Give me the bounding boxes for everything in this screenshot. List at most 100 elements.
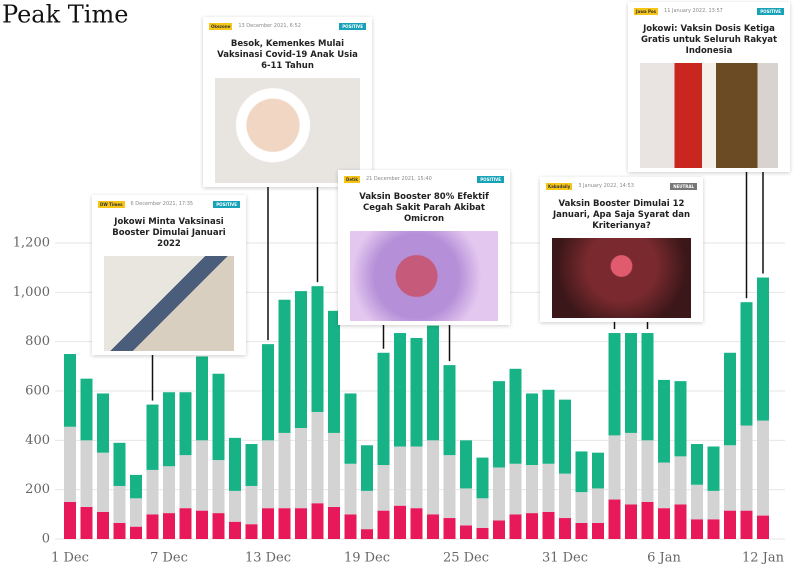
bar-segment — [361, 490, 373, 530]
bar-segment — [707, 490, 720, 520]
x-tick-label: 1 Dec — [51, 551, 89, 566]
bar-segment — [608, 435, 621, 500]
bar-segment — [328, 506, 340, 539]
bar-segment — [295, 508, 307, 539]
bar-segment — [146, 404, 159, 470]
headline: Besok, Kemenkes Mulai Vaksinasi Covid-19… — [217, 39, 358, 72]
bar-segment — [394, 446, 406, 506]
bar-segment — [559, 399, 571, 474]
bar-segment — [163, 392, 175, 467]
x-tick-label: 25 Dec — [443, 551, 489, 566]
bar-segment — [394, 505, 406, 539]
bar-segment — [707, 446, 720, 491]
bar-segment — [575, 492, 588, 523]
bar-segment — [493, 520, 505, 539]
bar-segment — [526, 465, 538, 514]
bar-segment — [641, 502, 654, 539]
bar-segment — [542, 389, 555, 464]
source-tag: Okezone — [209, 22, 233, 30]
source-tag: Kabadaily — [546, 182, 573, 190]
bar-segment — [625, 432, 637, 505]
news-card[interactable]: Jawa Pos 11 January 2022, 13:57 POSITIVE Jo… — [628, 2, 790, 173]
card-header: Okezone 13 December 2021, 6:52 POSITIVE — [209, 21, 366, 31]
bar-segment — [575, 522, 588, 539]
bar-segment — [163, 466, 175, 514]
x-tick-label: 12 Jan — [742, 551, 785, 566]
y-tick-label: 800 — [25, 334, 50, 349]
bar-segment — [757, 420, 769, 516]
bar-segment — [80, 506, 93, 539]
bar-segment — [641, 440, 654, 502]
bar-segment — [328, 310, 340, 433]
bar-segment — [740, 510, 753, 539]
card-header: Kabadaily 3 January 2022, 14:53 NEUTRAL — [546, 181, 697, 191]
bar-segment — [674, 456, 687, 505]
bar-segment — [460, 525, 472, 539]
bar-segment — [410, 337, 423, 447]
bar-segment — [179, 392, 192, 456]
date: 21 December 2021, 15:40 — [365, 176, 432, 182]
bar-segment — [559, 518, 571, 539]
bar-segment — [113, 522, 126, 539]
bar-segment — [179, 455, 192, 509]
bar-segment — [427, 440, 439, 515]
bar-segment — [740, 302, 753, 426]
bar-segment — [278, 299, 291, 433]
bar-segment — [196, 440, 208, 511]
bar-segment — [212, 373, 225, 461]
news-card[interactable]: Kabadaily 3 January 2022, 14:53 NEUTRAL Vak… — [540, 177, 703, 323]
bar-segment — [592, 488, 604, 523]
bar-segment — [80, 378, 93, 441]
bar-segment — [625, 333, 637, 433]
bar-segment — [361, 445, 373, 491]
bar-segment — [245, 524, 258, 539]
x-tick-label: 7 Dec — [150, 551, 188, 566]
bar-segment — [97, 393, 109, 453]
bar-segment — [658, 379, 670, 463]
date: 3 January 2022, 14:53 — [578, 183, 634, 189]
source-tag: DW Times — [98, 200, 125, 208]
bar-segment — [130, 526, 142, 539]
bar-segment — [113, 485, 126, 523]
bar-segment — [724, 510, 736, 539]
news-card[interactable]: DW Times 6 December 2021, 17:35 POSITIVE Jo… — [92, 195, 246, 356]
bar-segment — [443, 455, 456, 519]
bar-segment — [97, 452, 109, 512]
bar-segment — [509, 463, 522, 515]
bar-segment — [493, 467, 505, 521]
bar-segment — [278, 432, 291, 509]
card-header: Detik 21 December 2021, 15:40 POSITIVE — [344, 174, 504, 184]
headline: Jokowi Minta Vaksinasi Booster Dimulai J… — [112, 217, 226, 250]
y-tick-label: 600 — [25, 384, 50, 399]
source-tag: Detik — [344, 175, 360, 183]
bar-segment — [476, 498, 489, 528]
bar-segment — [559, 473, 571, 519]
bar-segment — [146, 514, 159, 539]
thumbnail — [350, 231, 498, 322]
bar-segment — [262, 344, 274, 441]
bar-segment — [460, 440, 472, 489]
bar-segment — [641, 333, 654, 441]
bar-segment — [113, 442, 126, 486]
date: 13 December 2021, 6:52 — [238, 23, 301, 29]
bar-segment — [130, 498, 142, 527]
date: 11 January 2022, 13:57 — [664, 8, 723, 14]
bar-segment — [476, 457, 489, 499]
y-tick-label: 1,200 — [13, 236, 50, 251]
news-card[interactable]: Detik 21 December 2021, 15:40 POSITIVE Vaks… — [338, 170, 510, 326]
news-card[interactable]: Okezone 13 December 2021, 6:52 POSITIVE Bes… — [203, 17, 372, 188]
bar-segment — [64, 426, 76, 502]
bar-segment — [344, 463, 357, 515]
bar-segment — [526, 513, 538, 539]
bar-segment — [229, 521, 241, 539]
bar-segment — [427, 325, 439, 441]
bar-segment — [443, 365, 456, 456]
bar-segment — [427, 514, 439, 539]
bar-segment — [674, 381, 687, 457]
bar-segment — [740, 425, 753, 511]
sentiment-badge: POSITIVE — [477, 175, 504, 183]
bar-segment — [229, 490, 241, 522]
bar-segment — [476, 527, 489, 539]
bar-segment — [328, 432, 340, 507]
bar-segment — [674, 504, 687, 539]
